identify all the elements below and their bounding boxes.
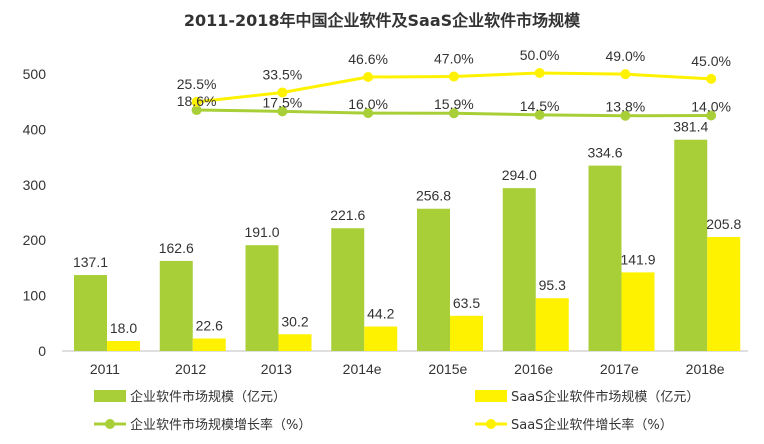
x-tick-label: 2018e	[686, 361, 725, 377]
x-axis: 2011 2012 2013 2014e 2015e 2016e 2017e 2018e	[62, 350, 748, 377]
line-series	[191, 68, 717, 121]
saas-growth-point	[363, 72, 374, 83]
saas-software-bar	[450, 315, 483, 351]
bar-value-label: 162.6	[159, 240, 194, 256]
saas-growth-point	[534, 68, 545, 78]
enterprise-growth-point	[277, 106, 288, 117]
x-tick-label: 2011	[90, 361, 120, 377]
y-tick-label: 400	[23, 121, 47, 137]
growth-rate-label: 50.0%	[520, 47, 560, 63]
saas-growth-point	[706, 73, 717, 84]
bar-value-label: 334.6	[587, 145, 622, 161]
growth-rate-label: 18.6%	[177, 93, 217, 109]
enterprise-software-bar	[331, 228, 365, 351]
bar-value-label: 205.8	[706, 216, 741, 232]
saas-software-bar	[621, 272, 655, 351]
legend-item: SaaS企业软件市场规模（亿元）	[475, 389, 699, 405]
saas-software-bar	[278, 334, 312, 351]
legend-item: SaaS企业软件增长率（%）	[475, 417, 673, 433]
growth-rate-label: 14.0%	[691, 98, 731, 114]
enterprise-software-bar	[245, 245, 279, 351]
enterprise-software-bar	[159, 260, 193, 351]
x-tick-label: 2015e	[428, 361, 467, 377]
bar-value-label: 22.6	[196, 317, 223, 333]
x-tick-label: 2017e	[600, 361, 639, 377]
x-tick-label: 2014e	[343, 361, 382, 377]
bar-value-label: 44.2	[367, 306, 394, 322]
growth-rate-label: 16.0%	[348, 96, 388, 112]
chart-title: 2011-2018年中国企业软件及SaaS企业软件市场规模	[184, 11, 581, 30]
data-labels: 137.1 162.6 191.0 221.6 256.8 294.0 334.6 381.4…	[73, 47, 741, 336]
x-tick-label: 2016e	[514, 361, 553, 377]
y-tick-label: 300	[23, 177, 47, 193]
bar-value-label: 18.0	[110, 320, 137, 336]
growth-rate-label: 45.0%	[691, 53, 731, 69]
enterprise-growth-point	[191, 105, 202, 116]
bar-series	[74, 139, 741, 351]
growth-rate-label: 17.5%	[263, 94, 303, 110]
enterprise-growth-point	[363, 108, 374, 119]
saas-growth-point	[277, 87, 288, 98]
saas-software-bar	[535, 298, 569, 351]
y-tick-label: 0	[38, 343, 46, 359]
saas-growth-point	[191, 96, 202, 107]
enterprise-growth-point	[534, 109, 545, 120]
saas-growth-point	[448, 71, 459, 82]
bar-value-label: 141.9	[620, 251, 655, 267]
legend-marker	[105, 419, 115, 429]
saas-software-bar	[192, 338, 226, 351]
legend-item: 企业软件市场规模（亿元）	[94, 389, 286, 405]
legend-swatch	[94, 390, 126, 402]
y-axis: 0 100 200 300 400 500	[23, 66, 47, 359]
legend-label: 企业软件市场规模增长率（%）	[130, 417, 311, 433]
x-tick-label: 2013	[261, 361, 292, 377]
legend-item: 企业软件市场规模增长率（%）	[94, 417, 311, 433]
enterprise-growth-point	[706, 110, 717, 121]
legend-label: SaaS企业软件市场规模（亿元）	[511, 389, 699, 405]
saas-software-bar	[707, 236, 741, 351]
enterprise-growth-point	[620, 110, 631, 121]
y-tick-label: 500	[23, 66, 47, 82]
saas-growth-point	[620, 69, 631, 80]
enterprise-software-bar	[74, 275, 107, 351]
legend: 企业软件市场规模（亿元） SaaS企业软件市场规模（亿元） 企业软件市场规模增长率（…	[94, 389, 699, 433]
bar-value-label: 30.2	[281, 313, 308, 329]
x-tick-label: 2012	[175, 361, 206, 377]
legend-marker	[486, 419, 496, 429]
bar-value-label: 137.1	[73, 254, 108, 270]
legend-swatch	[475, 390, 507, 402]
growth-rate-label: 25.5%	[177, 76, 217, 92]
growth-rate-label: 15.9%	[434, 96, 474, 112]
bar-value-label: 256.8	[416, 188, 451, 204]
growth-rate-label: 46.6%	[348, 51, 388, 67]
growth-rate-label: 33.5%	[263, 66, 303, 82]
bar-value-label: 381.4	[673, 119, 708, 135]
growth-rate-label: 49.0%	[606, 48, 646, 64]
saas-software-bar	[364, 326, 398, 351]
enterprise-software-bar	[674, 139, 708, 351]
legend-label: 企业软件市场规模（亿元）	[130, 389, 286, 405]
enterprise-software-bar	[588, 165, 622, 351]
saas-software-bar	[107, 341, 140, 351]
y-tick-label: 100	[23, 288, 47, 304]
bar-value-label: 191.0	[244, 224, 279, 240]
bar-value-label: 221.6	[330, 207, 365, 223]
y-tick-label: 200	[23, 232, 47, 248]
enterprise-software-bar	[502, 188, 536, 351]
bar-value-label: 95.3	[539, 277, 566, 293]
enterprise-software-bar	[417, 208, 450, 351]
growth-rate-label: 14.5%	[520, 98, 560, 114]
legend-label: SaaS企业软件增长率（%）	[511, 417, 673, 433]
bar-value-label: 63.5	[453, 295, 480, 311]
bar-value-label: 294.0	[502, 167, 537, 183]
growth-rate-label: 13.8%	[606, 99, 646, 115]
growth-rate-label: 47.0%	[434, 51, 474, 67]
enterprise-growth-point	[448, 108, 459, 119]
